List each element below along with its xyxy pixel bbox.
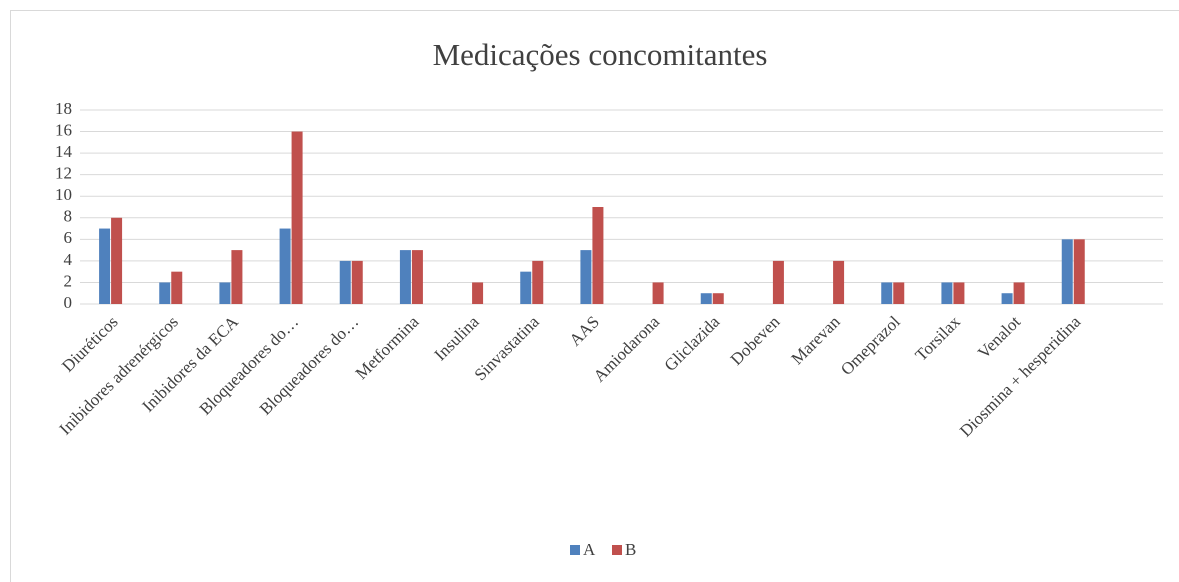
- x-tick-label: Dobeven: [727, 312, 784, 369]
- bar: [171, 271, 183, 304]
- bar: [772, 260, 784, 304]
- bar: [231, 250, 243, 304]
- bar: [941, 282, 953, 304]
- bar: [1073, 239, 1085, 304]
- bar: [291, 131, 303, 304]
- x-tick-label: Metformina: [352, 312, 423, 383]
- bar: [399, 250, 411, 304]
- chart-title: Medicações concomitantes: [433, 37, 768, 72]
- y-tick-label: 10: [55, 185, 72, 204]
- bar: [1001, 293, 1013, 304]
- x-tick-label: Omeprazol: [837, 312, 904, 379]
- bar: [580, 250, 592, 304]
- x-tick-label: Diuréticos: [58, 312, 122, 376]
- bar: [520, 271, 532, 304]
- y-tick-label: 14: [55, 142, 73, 161]
- bar: [351, 260, 363, 304]
- x-tick-label: Gliclazida: [661, 312, 724, 375]
- bar: [279, 228, 291, 304]
- y-tick-label: 8: [64, 207, 73, 226]
- bar: [953, 282, 965, 304]
- y-tick-label: 2: [64, 271, 73, 290]
- bar: [472, 282, 484, 304]
- x-tick-label: Insulina: [431, 312, 483, 364]
- bar: [99, 228, 111, 304]
- bar: [159, 282, 171, 304]
- y-tick-label: 4: [64, 250, 73, 269]
- y-tick-label: 6: [64, 228, 73, 247]
- legend-label: B: [625, 540, 636, 559]
- y-tick-label: 16: [55, 120, 72, 139]
- legend-swatch: [570, 545, 580, 555]
- x-tick-label: Sinvastatina: [471, 312, 544, 385]
- x-tick-label: Amiodarona: [590, 312, 664, 386]
- bar: [712, 293, 724, 304]
- bar: [532, 260, 544, 304]
- bar: [339, 260, 351, 304]
- x-tick-label: Inibidores adrenérgicos: [55, 312, 181, 438]
- y-tick-label: 12: [55, 164, 72, 183]
- bar: [1061, 239, 1073, 304]
- x-tick-label: Diosmina + hesperidina: [956, 312, 1085, 441]
- bar: [592, 207, 604, 304]
- bar: [111, 217, 123, 304]
- bar: [881, 282, 893, 304]
- x-tick-label: Marevan: [788, 312, 845, 369]
- bar: [411, 250, 423, 304]
- x-tick-label: Venalot: [974, 312, 1024, 362]
- bar: [833, 260, 845, 304]
- chart-frame: [10, 10, 1179, 582]
- bar: [652, 282, 664, 304]
- x-tick-label: AAS: [566, 312, 603, 349]
- y-tick-label: 0: [64, 293, 73, 312]
- y-tick-label: 18: [55, 99, 72, 118]
- legend-swatch: [612, 545, 622, 555]
- bar: [893, 282, 905, 304]
- x-tick-label: Torsilax: [911, 312, 964, 365]
- bar: [700, 293, 712, 304]
- bar: [219, 282, 231, 304]
- bar: [1013, 282, 1025, 304]
- legend-label: A: [583, 540, 596, 559]
